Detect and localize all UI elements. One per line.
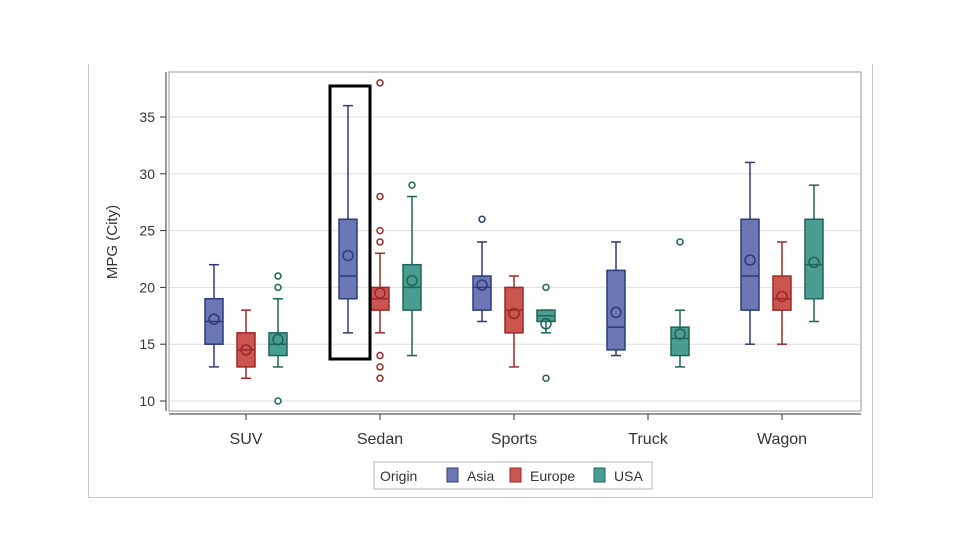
iqr-box — [670, 326, 690, 357]
iqr-box — [472, 275, 492, 311]
mean-marker — [406, 274, 418, 287]
mean-marker — [808, 256, 820, 269]
mean-marker — [208, 313, 220, 325]
outlier-point — [676, 238, 684, 246]
outlier-point — [542, 374, 550, 383]
y-tick-label-20: 20 — [139, 279, 155, 295]
y-tick-label-35: 35 — [139, 109, 155, 125]
outlier-point — [376, 351, 384, 360]
x-axis: SUV Sedan Sports Truck Wagon — [169, 413, 861, 448]
legend-label-europe: Europe — [530, 468, 575, 484]
outlier-point — [376, 363, 384, 371]
legend-label-usa: USA — [614, 468, 643, 484]
highlight-rectangle — [328, 84, 372, 361]
outlier-point — [376, 226, 384, 235]
mean-marker — [508, 307, 520, 320]
outlier-point — [376, 192, 384, 201]
box-usa-suv — [268, 272, 288, 405]
outlier-point — [542, 283, 550, 292]
box-asia-truck — [606, 241, 626, 357]
box-usa-wagon — [804, 184, 824, 323]
mean-marker — [674, 328, 686, 340]
x-category-label-sports: Sports — [491, 431, 537, 448]
mean-marker — [374, 287, 386, 299]
y-tick-label-25: 25 — [139, 223, 155, 239]
x-category-label-wagon: Wagon — [757, 431, 807, 448]
plot-area-frame — [168, 71, 862, 412]
outlier-point — [408, 181, 416, 189]
outlier-point — [376, 374, 384, 383]
box-usa-sports — [536, 283, 556, 383]
outlier-point — [274, 397, 282, 405]
mean-marker — [744, 254, 756, 266]
mean-marker — [476, 279, 488, 291]
legend-title: Origin — [380, 468, 417, 484]
box-asia-suv — [204, 263, 224, 368]
iqr-box — [606, 269, 626, 351]
mean-marker — [540, 318, 552, 330]
x-category-label-sedan: Sedan — [357, 431, 403, 448]
iqr-box — [338, 218, 358, 300]
y-axis-title: MPG (City) — [104, 205, 121, 279]
outlier-point — [478, 215, 486, 223]
box-usa-sedan — [402, 181, 422, 357]
outlier-point — [376, 79, 384, 87]
x-category-label-truck: Truck — [628, 431, 668, 448]
mean-marker — [776, 290, 788, 303]
y-tick-label-15: 15 — [139, 336, 155, 352]
iqr-box — [804, 218, 824, 300]
legend: Origin Asia Europe USA — [373, 461, 653, 490]
box-usa-truck — [670, 238, 690, 368]
legend-box — [373, 461, 653, 490]
legend-swatch-asia — [446, 467, 459, 483]
x-category-label-suv: SUV — [230, 431, 263, 448]
box-asia-wagon — [740, 161, 760, 345]
box-europe-sports — [504, 275, 524, 368]
box-asia-sedan — [338, 104, 358, 334]
box-europe-wagon — [772, 241, 792, 345]
legend-label-asia: Asia — [467, 468, 494, 484]
outlier-point — [274, 283, 282, 292]
outlier-point — [274, 272, 282, 280]
mean-marker — [272, 333, 284, 346]
figure-frame — [88, 64, 873, 498]
mean-marker — [240, 344, 252, 356]
legend-swatch-usa — [593, 467, 606, 483]
outlier-point — [376, 238, 384, 246]
iqr-box — [772, 275, 792, 311]
box-asia-sports — [472, 215, 492, 323]
y-tick-label-30: 30 — [139, 166, 155, 182]
box-series — [204, 79, 824, 405]
box-europe-sedan — [370, 79, 390, 383]
mean-marker — [610, 306, 622, 319]
legend-swatch-europe — [509, 467, 522, 483]
box-europe-suv — [236, 309, 256, 380]
y-axis: 10 15 20 25 30 35 — [139, 72, 167, 411]
mean-marker — [342, 249, 354, 262]
y-tick-label-10: 10 — [139, 393, 155, 409]
